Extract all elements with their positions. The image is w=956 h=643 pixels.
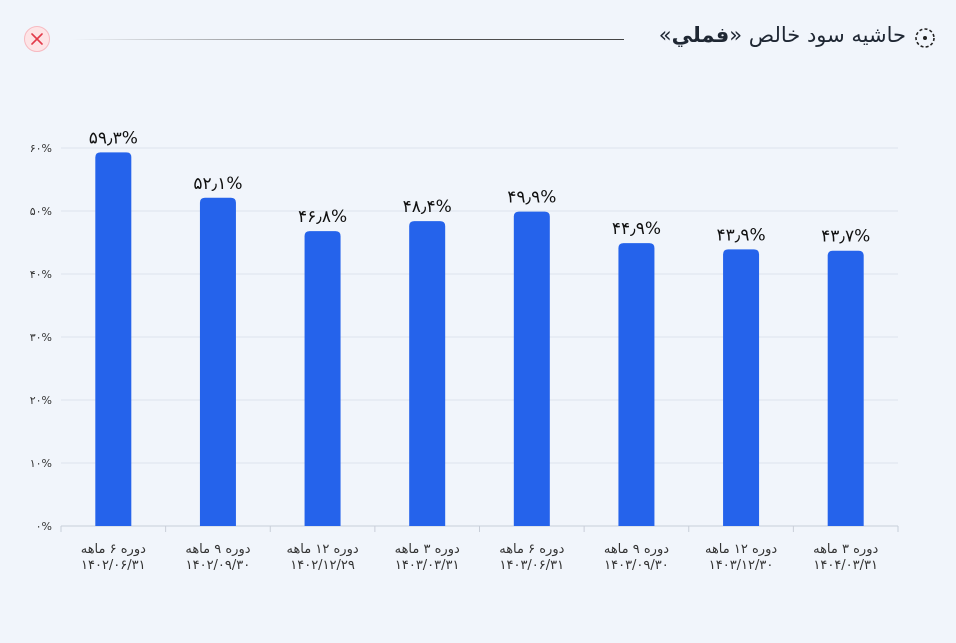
x-tick-date: ۱۴۰۲/۰۶/۳۱ [81, 558, 146, 573]
x-tick-label: دوره ۱۲ ماهه [286, 542, 358, 557]
data-label: ۵۹٫۳% [89, 128, 138, 148]
title-suffix: » [658, 23, 672, 47]
x-tick-date: ۱۴۰۲/۰۹/۳۰ [186, 558, 251, 573]
data-label: ۴۶٫۸% [298, 207, 347, 227]
bar [723, 249, 760, 526]
x-tick-label: دوره ۳ ماهه [813, 542, 878, 557]
bar [199, 197, 236, 526]
x-tick-date: ۱۴۰۴/۰۳/۳۱ [813, 558, 878, 573]
x-tick-label: دوره ۶ ماهه [499, 542, 564, 557]
y-tick-label: ۱۰% [30, 457, 52, 470]
x-tick-date: ۱۴۰۲/۱۲/۲۹ [290, 558, 355, 573]
x-tick-date: ۱۴۰۳/۰۶/۳۱ [500, 558, 565, 573]
y-tick-label: ۴۰% [30, 268, 52, 281]
card-header: حاشیه سود خالص «فملي» [20, 14, 936, 64]
title-symbol: فملي [671, 23, 730, 47]
y-tick-label: ۲۰% [30, 394, 52, 407]
dotted-circle-icon [915, 28, 935, 48]
y-tick-label: ۶۰% [30, 142, 52, 155]
x-tick-label: دوره ۶ ماهه [81, 542, 146, 557]
y-tick-label: ۵۰% [30, 205, 52, 218]
x-tick-label: دوره ۹ ماهه [185, 542, 250, 557]
chart-title: حاشیه سود خالص «فملي» [659, 23, 906, 47]
data-label: ۴۳٫۷% [821, 227, 870, 247]
data-label: ۴۳٫۹% [717, 225, 766, 245]
data-label: ۴۹٫۹% [507, 188, 556, 208]
bar [618, 243, 655, 526]
bar [304, 231, 341, 526]
x-tick-date: ۱۴۰۳/۰۹/۳۰ [604, 558, 669, 573]
x-tick-date: ۱۴۰۳/۰۳/۳۱ [395, 558, 460, 573]
close-button[interactable] [24, 26, 50, 52]
title-prefix: حاشیه سود خالص « [729, 23, 906, 47]
x-tick-label: دوره ۹ ماهه [604, 542, 669, 557]
data-label: ۴۴٫۹% [612, 219, 661, 239]
bar [513, 211, 550, 526]
data-label: ۴۸٫۴% [403, 197, 452, 217]
close-icon [31, 33, 43, 45]
bar [409, 221, 446, 526]
x-tick-label: دوره ۱۲ ماهه [705, 542, 777, 557]
bar [827, 250, 864, 526]
bar [95, 152, 132, 526]
x-tick-label: دوره ۳ ماهه [395, 542, 460, 557]
data-label: ۵۲٫۱% [193, 174, 242, 194]
y-tick-label: ۳۰% [30, 331, 52, 344]
y-tick-label: ۰% [36, 520, 52, 533]
header-divider [72, 39, 624, 40]
x-tick-date: ۱۴۰۳/۱۲/۳۰ [709, 558, 774, 573]
